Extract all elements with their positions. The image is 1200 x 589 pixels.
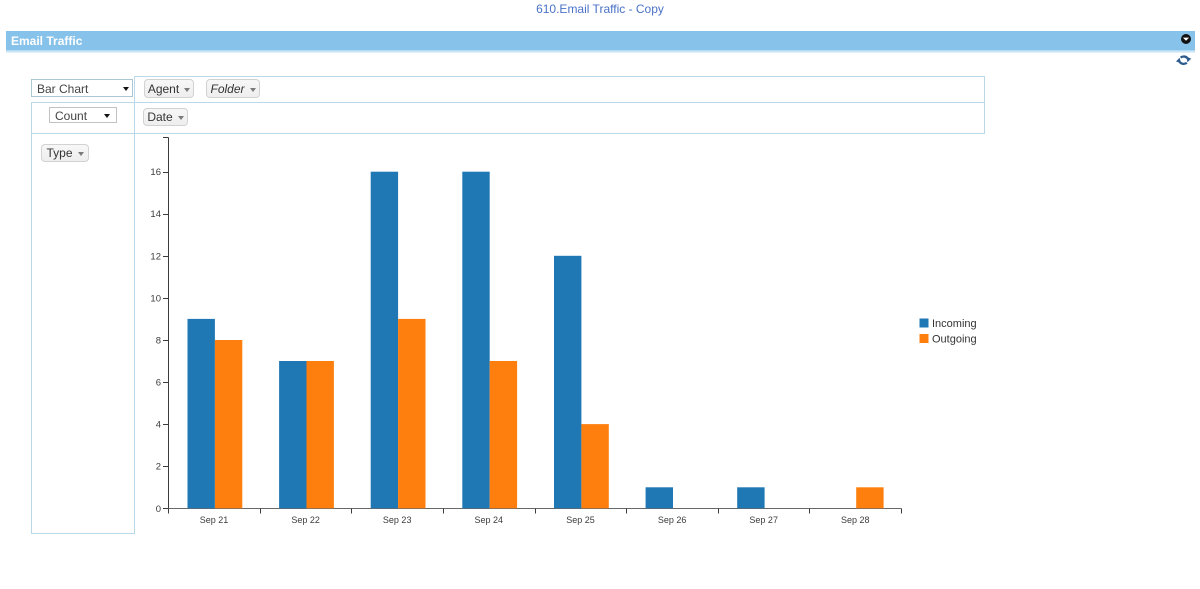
svg-text:12: 12 <box>150 251 161 262</box>
svg-text:8: 8 <box>156 336 161 347</box>
svg-text:Sep 23: Sep 23 <box>383 515 412 525</box>
svg-text:Sep 24: Sep 24 <box>475 515 504 525</box>
svg-text:Sep 28: Sep 28 <box>841 515 870 525</box>
svg-text:0: 0 <box>156 504 161 515</box>
svg-text:6: 6 <box>156 378 161 389</box>
svg-text:Sep 25: Sep 25 <box>566 515 595 525</box>
svg-text:16: 16 <box>150 167 161 178</box>
svg-text:Sep 21: Sep 21 <box>200 515 229 525</box>
svg-text:Incoming: Incoming <box>932 318 977 330</box>
svg-text:2: 2 <box>156 462 161 473</box>
svg-text:4: 4 <box>156 420 161 431</box>
svg-text:10: 10 <box>150 293 161 304</box>
svg-text:Sep 27: Sep 27 <box>749 515 778 525</box>
svg-text:14: 14 <box>150 209 161 220</box>
svg-text:Sep 26: Sep 26 <box>658 515 687 525</box>
svg-text:Sep 22: Sep 22 <box>291 515 320 525</box>
svg-text:Outgoing: Outgoing <box>932 334 977 346</box>
